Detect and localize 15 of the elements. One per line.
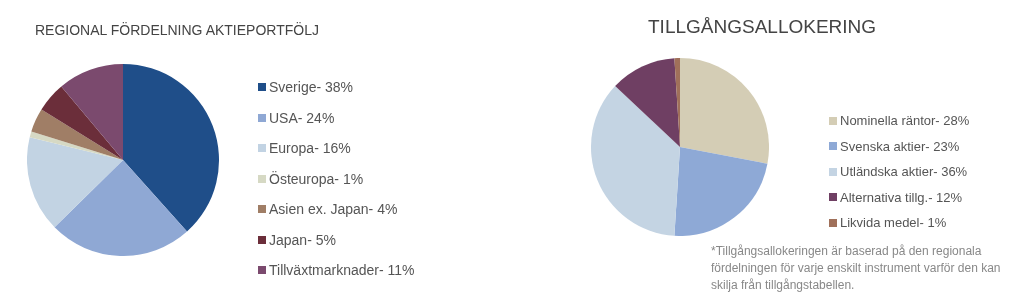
legend-label: USA- 24% bbox=[269, 109, 335, 126]
legend-label: Östeuropa- 1% bbox=[269, 170, 364, 187]
legend-label: Utländska aktier- 36% bbox=[840, 164, 968, 180]
legend-label: Nominella räntor- 28% bbox=[840, 113, 970, 129]
legend-label: Europa- 16% bbox=[269, 140, 351, 157]
chart-title: REGIONAL FÖRDELNING AKTIEPORTFÖLJ bbox=[35, 22, 319, 38]
legend-label: Tillväxtmarknader- 11% bbox=[269, 262, 415, 279]
chart-title: TILLGÅNGSALLOKERING bbox=[648, 16, 877, 38]
legend-label: Likvida medel- 1% bbox=[840, 215, 947, 231]
legend-label: Japan- 5% bbox=[269, 231, 336, 248]
legend-label: Sverige- 38% bbox=[269, 79, 354, 96]
legend-label: Asien ex. Japan- 4% bbox=[269, 201, 398, 218]
text: *Tillgångsallokeringen är baserad på den regionala fördelningen för varje enskilt instrument varför den kan skilja från tillgångstabellen. bbox=[711, 243, 1002, 294]
legend-label: Alternativa tillg.- 12% bbox=[840, 189, 963, 205]
legend-label: Svenska aktier- 23% bbox=[840, 138, 960, 154]
